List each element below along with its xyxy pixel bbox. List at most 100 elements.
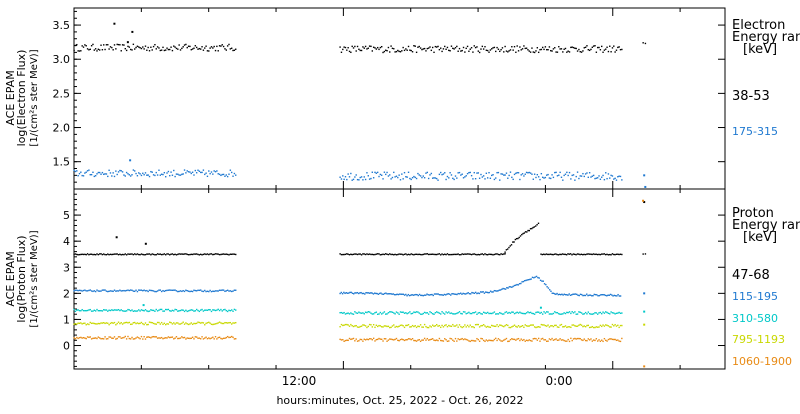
data-point [356,178,359,181]
outlier-point [643,365,646,368]
data-point [547,287,550,289]
data-point [402,46,404,49]
data-point [592,253,595,255]
data-point [446,293,448,295]
data-point [588,312,591,315]
data-point [127,322,129,324]
data-point [548,313,551,315]
data-point [570,46,572,49]
data-point [548,253,550,256]
data-point [100,309,102,312]
data-point [372,177,375,179]
data-point [195,336,198,338]
data-point [460,338,462,340]
data-point [84,337,86,339]
data-point [81,253,83,256]
data-point [112,337,114,340]
data-point [535,176,537,179]
data-point [423,47,426,50]
data-point [147,310,149,313]
data-point [160,321,163,324]
data-point [127,308,129,311]
data-point [405,312,407,314]
data-point [539,326,541,328]
data-point [377,293,380,295]
data-point [512,241,514,243]
data-point [614,323,616,326]
data-point [378,292,381,295]
data-point [601,294,603,296]
data-point [152,322,155,325]
data-point [442,48,445,50]
data-point [558,174,560,176]
data-point [173,338,175,340]
data-point [120,254,122,256]
data-point [222,173,225,176]
outlier-point [113,22,116,25]
data-point [81,323,83,325]
data-point [596,177,599,179]
data-point [433,325,435,327]
data-point [74,44,77,47]
data-point [584,311,587,314]
data-point [565,254,568,256]
data-point [73,253,75,256]
data-point [146,253,148,255]
data-point [372,323,375,326]
data-point [352,47,355,49]
data-point [577,294,579,296]
data-point [131,309,133,311]
data-point [594,45,596,47]
data-point [364,293,366,295]
data-point [193,174,195,176]
data-point [134,48,136,50]
data-point [143,289,145,291]
data-point [194,322,197,325]
data-point [592,339,595,341]
data-point [119,336,121,338]
data-point [503,51,505,53]
data-point [578,294,580,297]
data-point [183,253,186,255]
data-point [555,51,557,53]
data-point [591,175,594,177]
data-point [536,47,539,49]
data-point [578,337,580,340]
data-point [218,45,221,47]
data-point [344,313,347,315]
data-point [142,323,144,325]
data-point [429,311,431,313]
data-point [183,310,186,313]
data-point [197,169,199,171]
data-point [406,324,408,327]
data-point [606,46,608,48]
data-point [389,174,391,176]
data-point [348,337,351,340]
data-point [197,309,199,312]
data-point [80,336,82,339]
data-point [537,51,540,54]
data-point [370,312,372,314]
data-point [477,292,479,294]
data-point [401,293,403,295]
data-point [469,324,471,326]
data-point [163,322,166,325]
data-point [548,326,551,328]
data-point [614,313,616,315]
data-point [500,312,502,315]
data-point [566,171,568,174]
data-point [402,311,404,313]
data-point [226,335,229,338]
data-point [507,177,509,179]
data-point [346,49,348,51]
data-point [528,312,530,314]
data-point [562,51,564,53]
data-point [125,289,128,292]
data-point [486,177,489,179]
data-point [216,322,218,325]
data-point [202,322,205,324]
proton-y-tick-label: 5 [63,209,70,222]
data-point [497,48,500,50]
data-point [347,253,349,255]
data-point [148,175,151,178]
